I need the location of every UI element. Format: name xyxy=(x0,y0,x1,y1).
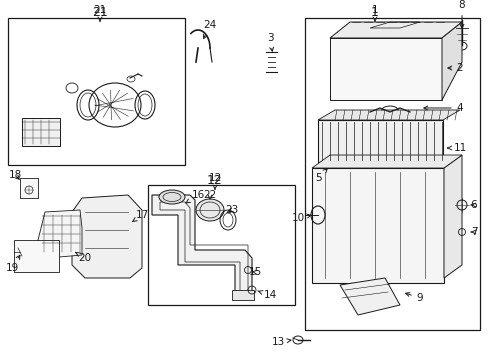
Text: 23: 23 xyxy=(225,205,239,215)
Text: 1: 1 xyxy=(371,5,379,18)
FancyBboxPatch shape xyxy=(330,38,442,100)
Text: 18: 18 xyxy=(8,170,22,180)
Bar xyxy=(8,18,185,165)
Ellipse shape xyxy=(159,190,185,204)
Text: 6: 6 xyxy=(471,200,477,210)
Bar xyxy=(305,18,480,330)
Text: 16: 16 xyxy=(186,190,205,203)
FancyBboxPatch shape xyxy=(232,290,254,300)
Text: 1: 1 xyxy=(372,5,378,21)
Text: 9: 9 xyxy=(406,293,423,303)
Polygon shape xyxy=(152,195,252,298)
Text: 5: 5 xyxy=(315,169,327,183)
Polygon shape xyxy=(340,278,400,315)
FancyBboxPatch shape xyxy=(14,240,59,272)
FancyBboxPatch shape xyxy=(312,168,444,283)
Text: 14: 14 xyxy=(258,290,277,300)
Text: 8: 8 xyxy=(459,0,466,28)
Text: 12: 12 xyxy=(208,173,221,189)
Text: 12: 12 xyxy=(207,174,223,186)
Text: 21: 21 xyxy=(92,5,108,18)
Ellipse shape xyxy=(196,199,224,221)
FancyBboxPatch shape xyxy=(318,120,443,162)
Text: 24: 24 xyxy=(203,20,217,39)
Text: 20: 20 xyxy=(75,252,92,263)
Text: 17: 17 xyxy=(132,210,148,222)
Polygon shape xyxy=(38,210,82,258)
Polygon shape xyxy=(72,195,142,278)
Text: 21: 21 xyxy=(94,5,107,21)
Text: 2: 2 xyxy=(448,63,464,73)
Polygon shape xyxy=(312,155,462,168)
Text: 13: 13 xyxy=(271,337,291,347)
Polygon shape xyxy=(330,22,462,38)
Text: 7: 7 xyxy=(471,227,477,237)
Polygon shape xyxy=(444,155,462,278)
Polygon shape xyxy=(318,110,460,120)
Text: 3: 3 xyxy=(267,33,273,51)
Text: 4: 4 xyxy=(424,103,464,113)
Text: 15: 15 xyxy=(248,267,262,277)
Polygon shape xyxy=(442,22,462,100)
Bar xyxy=(148,185,295,305)
Text: 11: 11 xyxy=(447,143,466,153)
Text: 10: 10 xyxy=(292,213,311,223)
Text: 19: 19 xyxy=(5,255,20,273)
Text: 22: 22 xyxy=(203,190,217,200)
FancyBboxPatch shape xyxy=(22,118,60,146)
FancyBboxPatch shape xyxy=(20,178,38,198)
